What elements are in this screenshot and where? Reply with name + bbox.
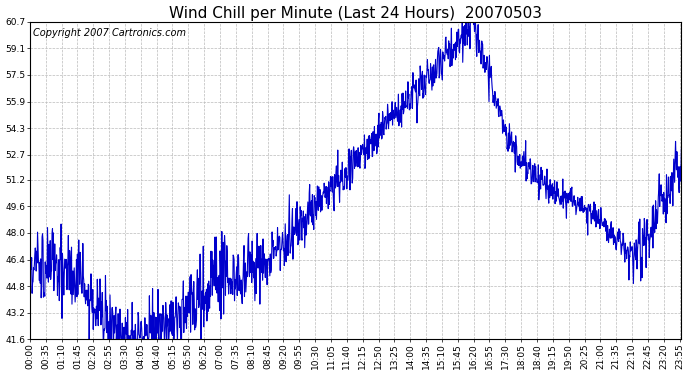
Text: Copyright 2007 Cartronics.com: Copyright 2007 Cartronics.com	[33, 28, 186, 38]
Title: Wind Chill per Minute (Last 24 Hours)  20070503: Wind Chill per Minute (Last 24 Hours) 20…	[169, 6, 542, 21]
